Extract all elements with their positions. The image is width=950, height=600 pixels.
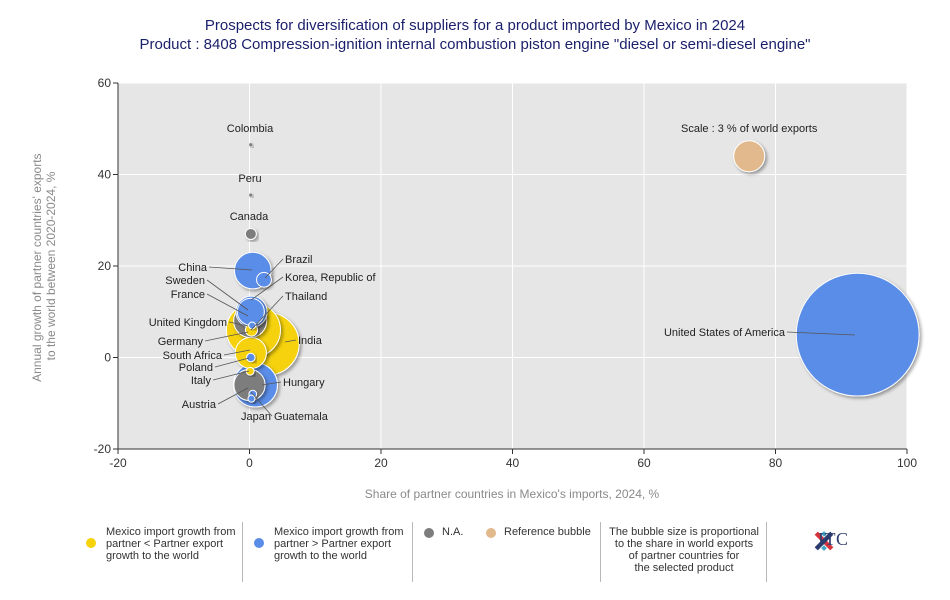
x-tick-label: 60 [637, 456, 651, 470]
legend: Mexico import growth from partner < Part… [78, 522, 868, 584]
legend-separator [242, 522, 243, 582]
legend-item-reference: Reference bubble [486, 522, 596, 582]
label-france: France [171, 289, 205, 301]
label-korea-republic-of: Korea, Republic of [285, 272, 376, 284]
legend-note-text: The bubble size is proportional to the s… [609, 526, 759, 574]
label-canada: Canada [230, 211, 269, 223]
leader-line-sweden [206, 279, 249, 311]
x-tick-label: 100 [897, 456, 917, 470]
leader-line-united-states-of-america [786, 331, 856, 336]
bubble-chart: -20 0 20 40 60 80 100 60 40 20 0 -20 United States … [30, 76, 920, 501]
label-italy: Italy [191, 375, 212, 387]
y-tick-label: 60 [98, 76, 112, 90]
bubble-colombia [248, 142, 254, 148]
leader-line-france [206, 293, 249, 317]
reference-bubble [733, 140, 766, 173]
bubble-poland [246, 352, 256, 363]
legend-item-yellow: Mexico import growth from partner < Part… [82, 522, 242, 582]
x-tick-label: 0 [246, 456, 253, 470]
leader-line-poland [214, 357, 250, 368]
x-axis-label: Share of partner countries in Mexico's i… [365, 487, 660, 501]
bubble-brazil [256, 271, 272, 288]
legend-label-yellow: Mexico import growth from partner < Part… [106, 526, 236, 562]
leader-line-guatemala [250, 391, 273, 417]
legend-label-reference: Reference bubble [504, 526, 591, 538]
label-germany: Germany [158, 336, 204, 348]
bubble-italy [245, 366, 255, 376]
leader-line-italy [212, 370, 250, 381]
label-india: India [298, 335, 323, 347]
y-tick-label: 40 [98, 168, 112, 182]
legend-separator [600, 522, 601, 582]
legend-separator [766, 522, 767, 582]
y-axis-label: Annual growth of partner countries' expo… [30, 150, 58, 382]
label-south-africa: South Africa [163, 350, 223, 362]
leader-line-brazil [264, 258, 284, 279]
leader-line-south-africa [223, 349, 251, 356]
label-brazil: Brazil [285, 254, 313, 266]
legend-swatch-blue [254, 538, 264, 548]
legend-note: The bubble size is proportional to the s… [604, 522, 764, 582]
y-axis-label-line-1: Annual growth of partner countries' expo… [30, 153, 44, 381]
legend-swatch-reference [486, 528, 496, 538]
label-thailand: Thailand [285, 291, 327, 303]
label-china: China [178, 262, 208, 274]
label-united-states-of-america: United States of America [664, 327, 786, 339]
x-tick-label: 40 [506, 456, 520, 470]
legend-swatch-gray [424, 528, 434, 538]
x-tick-label: -20 [109, 456, 127, 470]
leader-line-india [284, 339, 297, 343]
label-united-kingdom: United Kingdom [149, 317, 227, 329]
bubble-korea-republic-of [248, 321, 257, 330]
leader-line-hungary [261, 381, 282, 386]
chart-subtitle: Product : 8408 Compression-ignition inte… [139, 36, 811, 53]
x-tick-label: 20 [374, 456, 388, 470]
itc-logo-text: ITC [818, 529, 849, 549]
leader-line-thailand [250, 295, 284, 331]
label-austria: Austria [182, 399, 217, 411]
bubble-canada [244, 227, 257, 240]
label-peru: Peru [238, 173, 261, 185]
legend-item-na: N.A. [420, 522, 480, 582]
itc-logo-icon [814, 531, 834, 551]
y-axis-label-line-2: to the world between 2020-2024, % [44, 171, 58, 360]
y-tick-label: -20 [94, 442, 112, 456]
y-tick-label: 20 [98, 259, 112, 273]
label-hungary: Hungary [283, 377, 325, 389]
x-tick-label: 80 [769, 456, 783, 470]
bubble-united-states-of-america [795, 272, 920, 397]
chart-title: Prospects for diversification of supplie… [204, 17, 746, 34]
bubble-sweden [236, 297, 265, 326]
label-guatemala: Guatemala [274, 411, 329, 423]
leader-line-korea-republic-of [250, 276, 284, 301]
leader-line-austria [217, 387, 249, 405]
bubble-peru [248, 192, 254, 198]
bubble-japan [247, 394, 256, 403]
y-tick-label: 0 [104, 351, 111, 365]
legend-label-na: N.A. [442, 526, 464, 538]
label-colombia: Colombia [227, 123, 274, 135]
legend-label-blue: Mexico import growth from partner > Part… [274, 526, 404, 562]
leader-line-china [208, 266, 253, 271]
label-poland: Poland [179, 362, 213, 374]
leader-line-germany [204, 331, 249, 342]
leader-line-united-kingdom [228, 321, 249, 327]
legend-swatch-yellow [86, 538, 96, 548]
label-sweden: Sweden [165, 275, 205, 287]
legend-separator [412, 522, 413, 582]
reference-bubble-label: Scale : 3 % of world exports [681, 123, 818, 135]
legend-item-blue: Mexico import growth from partner > Part… [250, 522, 410, 582]
label-japan: Japan [241, 411, 271, 423]
